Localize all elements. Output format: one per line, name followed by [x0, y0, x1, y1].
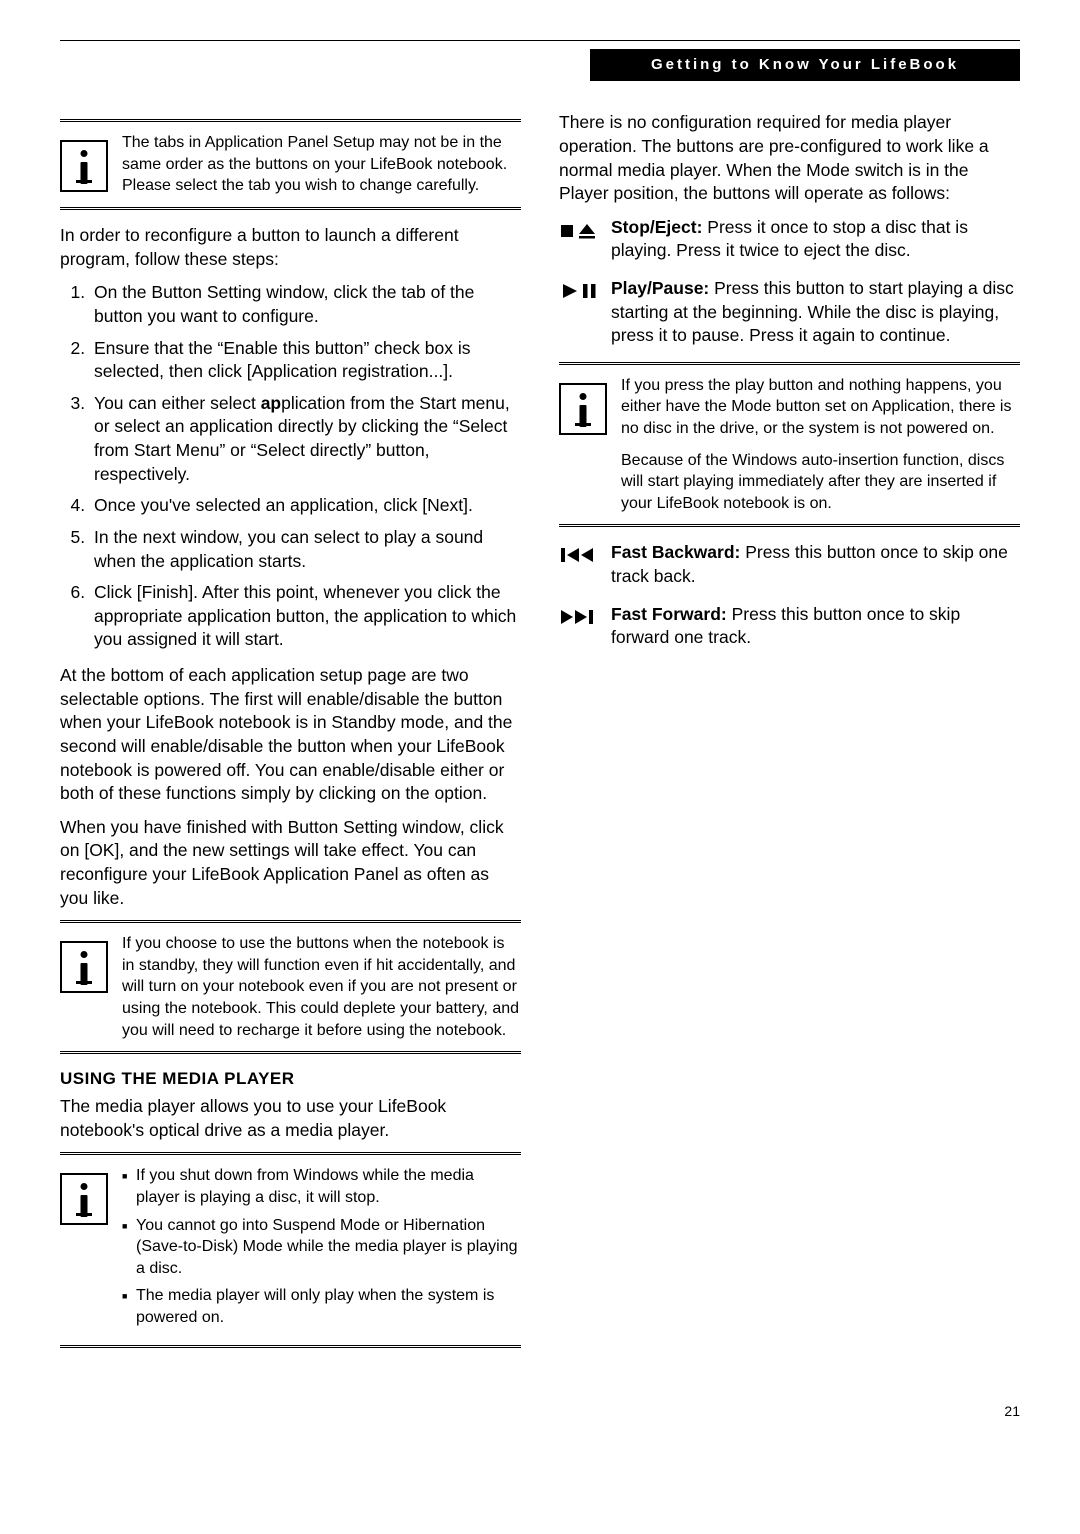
step-2: Ensure that the “Enable this button” che…	[90, 337, 521, 384]
fast-backward-row: Fast Backward: Press this button once to…	[559, 541, 1020, 588]
info-box-play-nothing: If you press the play button and nothing…	[559, 362, 1020, 528]
info-text: If you press the play button and nothing…	[621, 375, 1020, 515]
stop-eject-row: Stop/Eject: Press it once to stop a disc…	[559, 216, 1020, 263]
options-paragraph: At the bottom of each application setup …	[60, 664, 521, 806]
info-text: If you choose to use the buttons when th…	[122, 933, 521, 1041]
media-player-intro: The media player allows you to use your …	[60, 1095, 521, 1142]
info-box-media-notes: If you shut down from Windows while the …	[60, 1152, 521, 1347]
info-icon	[559, 383, 607, 435]
intro-paragraph: In order to reconfigure a button to laun…	[60, 224, 521, 271]
fast-backward-icon	[559, 541, 601, 565]
steps-list: On the Button Setting window, click the …	[70, 281, 521, 652]
info-box-tabs-order: The tabs in Application Panel Setup may …	[60, 119, 521, 210]
media-note-2: You cannot go into Suspend Mode or Hiber…	[122, 1215, 521, 1280]
media-note-1: If you shut down from Windows while the …	[122, 1165, 521, 1208]
step-4: Once you've selected an application, cli…	[90, 494, 521, 518]
top-rule	[60, 40, 1020, 41]
fast-forward-icon	[559, 603, 601, 627]
step-5: In the next window, you can select to pl…	[90, 526, 521, 573]
page-number: 21	[60, 1402, 1020, 1421]
step-1: On the Button Setting window, click the …	[90, 281, 521, 328]
info-text: If you shut down from Windows while the …	[122, 1165, 521, 1334]
info-icon	[60, 1173, 108, 1225]
stop-eject-desc: Stop/Eject: Press it once to stop a disc…	[611, 216, 1020, 263]
stop-eject-icon	[559, 216, 601, 240]
play-pause-row: Play/Pause: Press this button to start p…	[559, 277, 1020, 348]
right-column: There is no configuration required for m…	[559, 111, 1020, 1361]
media-player-heading: USING THE MEDIA PLAYER	[60, 1068, 521, 1091]
info-icon	[60, 140, 108, 192]
finish-paragraph: When you have finished with Button Setti…	[60, 816, 521, 911]
info-text: The tabs in Application Panel Setup may …	[122, 132, 521, 197]
fast-forward-desc: Fast Forward: Press this button once to …	[611, 603, 1020, 650]
media-note-3: The media player will only play when the…	[122, 1285, 521, 1328]
section-header: Getting to Know Your LifeBook	[590, 49, 1020, 81]
media-config-paragraph: There is no configuration required for m…	[559, 111, 1020, 206]
info-box-standby-warning: If you choose to use the buttons when th…	[60, 920, 521, 1054]
left-column: The tabs in Application Panel Setup may …	[60, 111, 521, 1361]
step-3: You can either select application from t…	[90, 392, 521, 487]
info-icon	[60, 941, 108, 993]
fast-backward-desc: Fast Backward: Press this button once to…	[611, 541, 1020, 588]
fast-forward-row: Fast Forward: Press this button once to …	[559, 603, 1020, 650]
step-6: Click [Finish]. After this point, whenev…	[90, 581, 521, 652]
play-pause-icon	[559, 277, 601, 301]
play-pause-desc: Play/Pause: Press this button to start p…	[611, 277, 1020, 348]
